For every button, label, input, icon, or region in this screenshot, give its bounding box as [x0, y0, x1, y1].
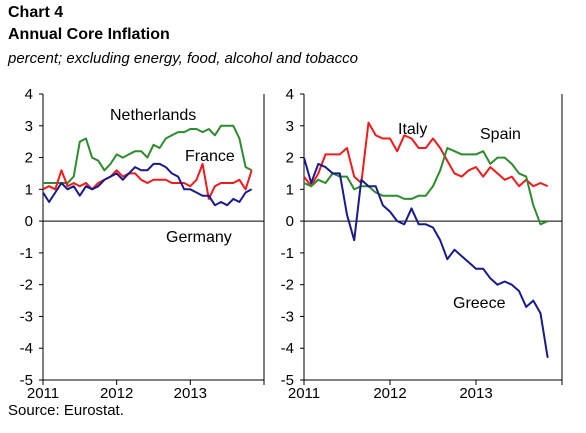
y-tick-label: 0 [25, 213, 33, 230]
series-line-germany [42, 162, 253, 207]
x-tick-label: 2013 [174, 385, 207, 402]
x-tick-label: 2013 [459, 385, 492, 402]
y-tick-label: 1 [25, 181, 33, 198]
chart-number: Chart 4 [8, 4, 64, 21]
x-tick-label: 2011 [27, 385, 59, 402]
y-tick-label: 1 [286, 181, 294, 198]
y-tick-label: -5 [281, 372, 294, 389]
series-label-france: France [185, 148, 235, 165]
y-tick-label: -4 [281, 340, 294, 357]
y-tick-label: 2 [25, 150, 33, 167]
series-label-italy: Italy [398, 121, 427, 138]
series-line-spain [303, 147, 549, 226]
series-line-italy [303, 121, 549, 188]
series-label-germany: Germany [166, 229, 232, 246]
x-tick-label: 2011 [288, 385, 320, 402]
y-tick-label: 0 [286, 213, 294, 230]
y-tick-label: -2 [20, 277, 33, 294]
x-tick-label: 2012 [100, 385, 133, 402]
y-tick-label: 4 [286, 86, 294, 103]
source-note: Source: Eurostat. [8, 402, 124, 419]
chart-title: Annual Core Inflation [8, 26, 170, 43]
y-tick-label: -1 [281, 245, 294, 262]
series-label-greece: Greece [453, 295, 506, 312]
series-line-france [42, 162, 253, 200]
chart-subtitle: percent; excluding energy, food, alcohol… [8, 50, 358, 67]
series-label-spain: Spain [480, 126, 521, 143]
y-tick-label: -4 [20, 340, 33, 357]
series-line-netherlands [43, 124, 253, 184]
y-tick-label: 3 [286, 118, 294, 135]
y-tick-label: 4 [25, 86, 33, 103]
x-tick-label: 2012 [373, 385, 406, 402]
y-tick-label: 2 [286, 150, 294, 167]
y-tick-label: -2 [281, 277, 294, 294]
y-tick-label: -3 [20, 308, 33, 325]
y-tick-label: 3 [25, 118, 33, 135]
y-tick-label: -5 [20, 372, 33, 389]
y-tick-label: -1 [20, 245, 33, 262]
series-line-greece [303, 157, 549, 358]
y-tick-label: -3 [281, 308, 294, 325]
series-label-netherlands: Netherlands [110, 107, 196, 124]
